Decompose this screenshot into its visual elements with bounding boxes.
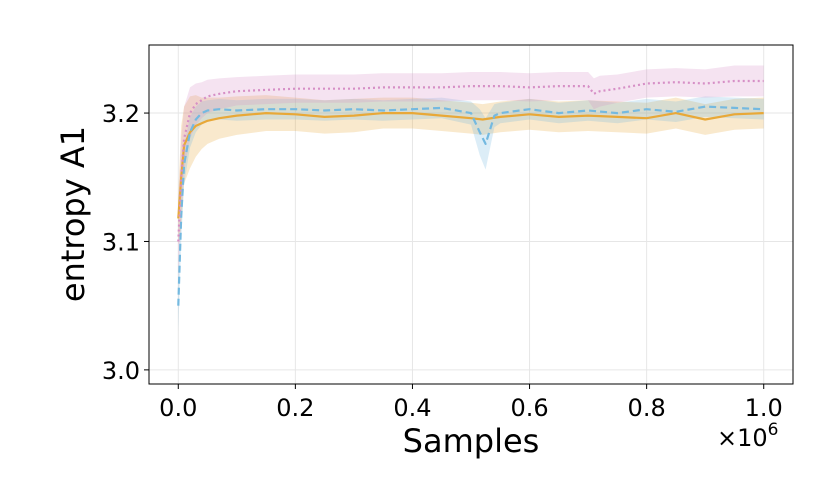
x-tick-label: 0.2 [276,394,314,422]
x-axis-multiplier-exponent: 6 [768,420,779,440]
x-tick-label: 0.6 [510,394,548,422]
series-2-band [178,96,764,332]
axis-ticks: 0.0 0.2 0.4 0.6 0.8 1.0 3.0 3.1 3.2 [102,100,783,422]
y-tick-label: 3.0 [102,357,140,385]
x-tick-label: 0.4 [393,394,431,422]
series-3-band [178,65,764,280]
y-tick-label: 3.2 [102,100,140,128]
plot-frame [148,44,794,385]
y-axis-title: entropy A1 [54,126,92,302]
confidence-bands [178,65,764,332]
x-axis-multiplier: ×106 [717,420,778,452]
series-1-band [178,95,764,244]
series-2-line [177,105,764,306]
x-tick-label: 0.8 [628,394,666,422]
series-lines [177,79,764,306]
x-tick-label: 1.0 [745,394,783,422]
x-axis-title: Samples [403,422,540,460]
series-1-line [177,111,764,219]
x-tick-label: 0.0 [159,394,197,422]
y-tick-label: 3.1 [102,228,140,256]
x-axis-multiplier-base: ×10 [717,424,768,452]
